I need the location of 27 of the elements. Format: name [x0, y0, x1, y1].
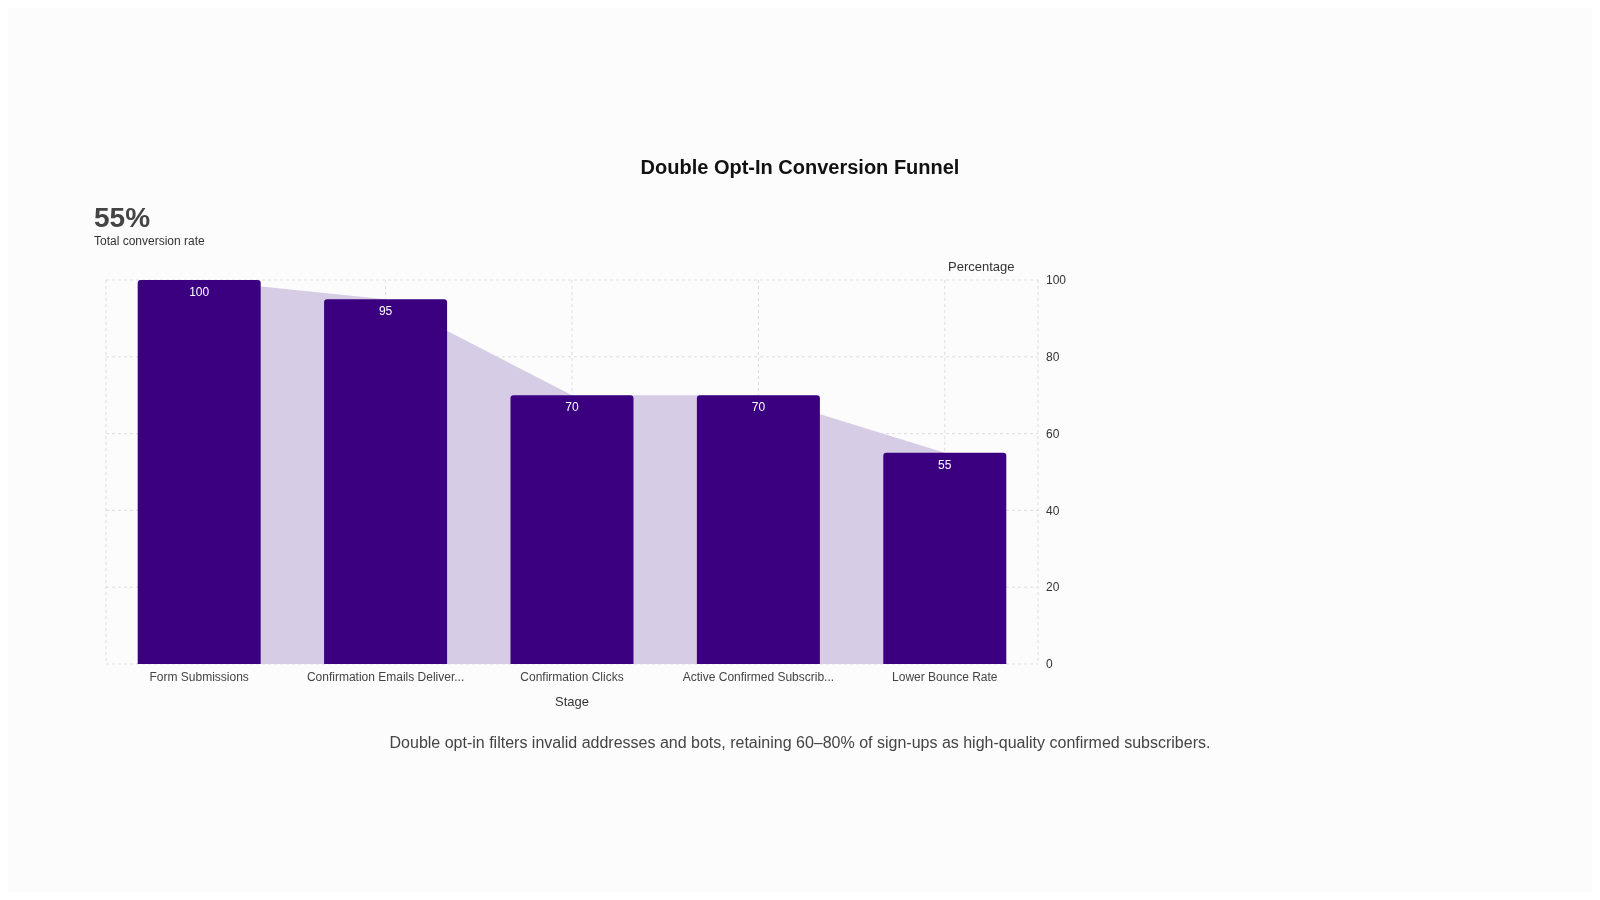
y-tick-label: 60	[1046, 426, 1060, 441]
x-tick-label: Confirmation Emails Deliver...	[306, 669, 465, 684]
bar	[324, 299, 448, 664]
y-axis-title: Percentage	[948, 259, 1015, 274]
bar	[696, 395, 820, 664]
data-label: 70	[565, 400, 579, 415]
bar	[137, 280, 261, 664]
x-tick-label: Confirmation Clicks	[520, 669, 624, 684]
x-tick-label: Lower Bounce Rate	[892, 669, 998, 684]
text: Double opt-in filters invalid addresses and bots, retaining 60–80% of sign-ups as high-quality confirmed subscribers.	[388, 734, 1212, 752]
x-axis-title: Stage	[555, 694, 589, 709]
y-tick-label: 80	[1046, 350, 1060, 365]
data-label: 70	[751, 400, 766, 415]
y-tick-label: 100	[1046, 273, 1067, 288]
data-label: 95	[378, 304, 393, 319]
chart-title: Double Opt-In Conversion Funnel	[639, 156, 961, 179]
x-tick-label: Active Confirmed Subscrib...	[682, 669, 835, 684]
text: 55%	[94, 202, 151, 234]
data-label: 100	[189, 285, 210, 299]
bar	[510, 395, 634, 664]
y-tick-label: 0	[1046, 657, 1053, 672]
text: Total conversion rate	[94, 234, 205, 248]
y-tick-label: 40	[1046, 503, 1060, 518]
data-label: 55	[938, 457, 952, 472]
x-tick-label: Form Submissions	[149, 669, 249, 684]
y-tick-label: 20	[1046, 580, 1060, 595]
bar	[883, 452, 1007, 664]
